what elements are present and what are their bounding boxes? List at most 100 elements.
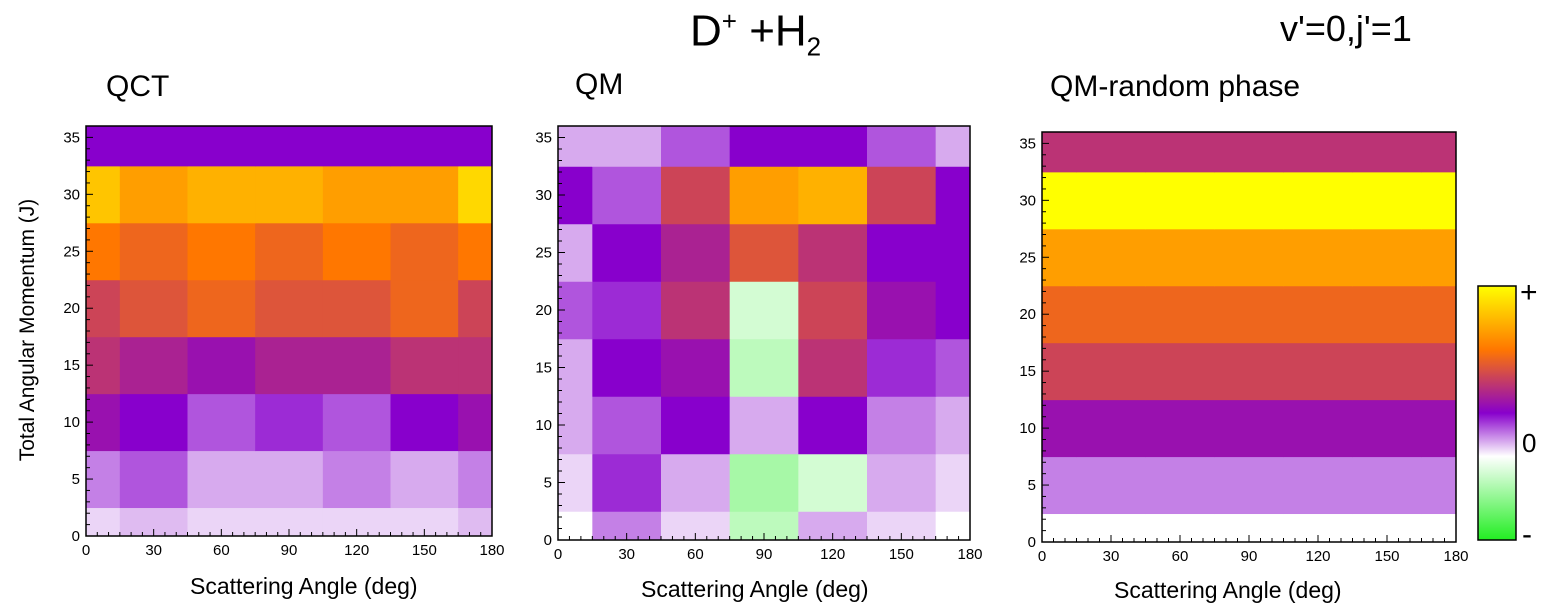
y-tick-label: 35 — [1019, 135, 1036, 152]
y-tick-label: 20 — [1019, 306, 1036, 323]
heatmap-cell — [458, 279, 493, 338]
heatmap-cell — [119, 336, 188, 395]
heatmap-cell — [187, 165, 256, 224]
x-tick-label: 90 — [756, 546, 773, 563]
heatmap-cell — [1214, 456, 1284, 515]
heatmap-cell — [867, 281, 937, 340]
heatmap-cell — [1214, 342, 1284, 401]
heatmap-cell — [322, 165, 391, 224]
y-tick-label: 15 — [1019, 363, 1036, 380]
colorbar-gradient — [1477, 285, 1517, 541]
heatmap-cell — [1145, 399, 1215, 458]
heatmap-cell — [390, 126, 459, 167]
x-tick-label: 120 — [820, 546, 845, 563]
heatmap-cell — [935, 223, 971, 282]
heatmap-cell — [1421, 228, 1457, 287]
heatmap-cell — [935, 281, 971, 340]
heatmap-cell — [1352, 171, 1422, 230]
heatmap-cell — [798, 338, 868, 397]
heatmap-cell — [119, 393, 188, 452]
x-tick-label: 150 — [1374, 548, 1399, 565]
heatmap-cell — [458, 165, 493, 224]
heatmap-cells — [558, 126, 971, 541]
axis-ticks: 0 30 60 90 120 150 180 0 5 10 15 20 25 30 35 — [535, 125, 983, 563]
heatmap-cell — [1076, 285, 1146, 344]
heatmap-cell — [1214, 171, 1284, 230]
heatmap-cell — [592, 396, 662, 455]
heatmap-cell — [255, 165, 324, 224]
x-tick-label: 180 — [957, 546, 982, 563]
heatmap-cell — [729, 126, 799, 167]
heatmap-cell — [798, 453, 868, 512]
heatmap-cell — [798, 126, 868, 167]
heatmap-cell — [1352, 399, 1422, 458]
x-tick-label: 90 — [281, 542, 298, 559]
heatmap-cell — [458, 222, 493, 281]
heatmap-cell — [729, 338, 799, 397]
x-tick-label: 90 — [1241, 548, 1258, 565]
heatmap-cell — [255, 450, 324, 509]
heatmap-cell — [1421, 399, 1457, 458]
heatmap-cell — [867, 453, 937, 512]
heatmap-cell — [1214, 399, 1284, 458]
y-tick-label: 30 — [63, 186, 80, 203]
heatmap-cell — [390, 279, 459, 338]
heatmap-cell — [1145, 171, 1215, 230]
axis-ticks: 0 30 60 90 120 150 180 0 5 10 15 20 25 30 35 — [1019, 131, 1469, 565]
heatmap-cells — [1042, 132, 1457, 543]
heatmap-cell — [1421, 171, 1457, 230]
x-tick-label: 30 — [1103, 548, 1120, 565]
y-tick-label: 15 — [535, 360, 552, 377]
x-tick-label: 120 — [344, 542, 369, 559]
heatmap-cell — [458, 507, 493, 537]
heatmap-cell — [1076, 399, 1146, 458]
heatmap-cell — [255, 279, 324, 338]
heatmap-cell — [661, 223, 731, 282]
x-tick-label: 0 — [82, 542, 90, 559]
heatmap-panel-qm-random: 0 30 60 90 120 150 180 0 5 10 15 20 25 30 35 — [1019, 131, 1469, 565]
y-tick-label: 35 — [535, 130, 552, 147]
heatmap-cell — [1042, 132, 1077, 173]
heatmap-cell — [661, 281, 731, 340]
heatmap-cell — [935, 396, 971, 455]
heatmap-cell — [661, 396, 731, 455]
y-tick-label: 0 — [544, 532, 552, 549]
heatmap-cell — [187, 393, 256, 452]
x-tick-label: 60 — [213, 542, 230, 559]
heatmap-cell — [867, 396, 937, 455]
heatmap-cell — [187, 450, 256, 509]
heatmap-panel-qct: 0 30 60 90 120 150 180 0 5 10 15 20 25 30 35 — [63, 125, 505, 559]
heatmap-cell — [1214, 228, 1284, 287]
heatmap-cell — [1283, 456, 1353, 515]
heatmap-cell — [458, 450, 493, 509]
heatmap-cell — [1421, 513, 1457, 543]
heatmap-cell — [935, 511, 971, 541]
heatmap-cell — [1421, 132, 1457, 173]
heatmap-cell — [255, 126, 324, 167]
heatmap-cell — [255, 393, 324, 452]
heatmap-cell — [935, 166, 971, 225]
heatmap-cell — [1352, 456, 1422, 515]
heatmap-cell — [119, 126, 188, 167]
x-axis-label-qct: Scattering Angle (deg) — [190, 573, 418, 599]
y-tick-label: 0 — [1028, 534, 1036, 551]
heatmap-cell — [1421, 456, 1457, 515]
x-tick-label: 180 — [1443, 548, 1468, 565]
heatmap-cell — [86, 126, 121, 167]
y-tick-label: 15 — [63, 357, 80, 374]
heatmap-cell — [187, 222, 256, 281]
heatmap-cell — [390, 450, 459, 509]
heatmap-cell — [322, 336, 391, 395]
heatmap-cell — [390, 336, 459, 395]
heatmap-cell — [1283, 342, 1353, 401]
heatmap-cell — [390, 222, 459, 281]
heatmap-cell — [798, 223, 868, 282]
heatmap-cell — [1214, 132, 1284, 173]
state-label: v'=0,j'=1 — [1280, 8, 1412, 49]
heatmap-cell — [1042, 513, 1077, 543]
heatmap-cell — [867, 166, 937, 225]
heatmap-cell — [661, 126, 731, 167]
title-subscript: 2 — [806, 31, 822, 62]
heatmap-cell — [592, 166, 662, 225]
heatmap-cell — [867, 223, 937, 282]
